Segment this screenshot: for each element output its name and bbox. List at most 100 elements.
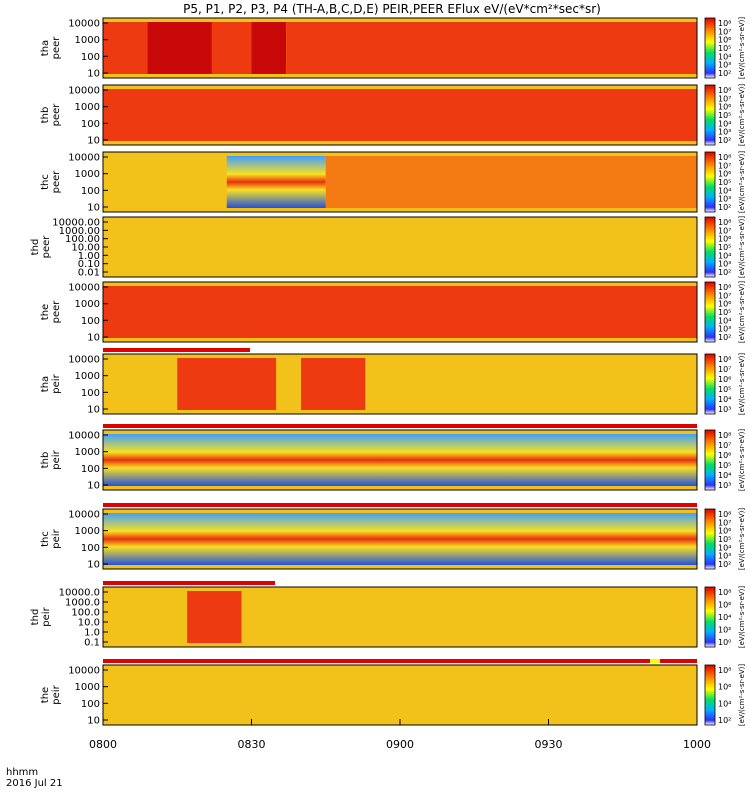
- thd-peer-ytick-4: 1.00: [78, 251, 100, 262]
- thb-peer-cbar-tick-0: 10⁸: [718, 86, 731, 95]
- thc-peir-cbar-tick-2: 10⁶: [718, 527, 731, 536]
- the-peir-colorbar: [704, 664, 716, 726]
- thd-peer-colorbar: [704, 216, 716, 278]
- the-peir-cbar-tick-0: 10⁸: [718, 666, 731, 675]
- x-footer-date: 2016 Jul 21: [6, 778, 63, 789]
- thd-peer-label-2: peer: [41, 235, 52, 259]
- x-footer-hhmm: hhmm: [6, 767, 38, 778]
- tha-peir-cbar-tick-4: 10⁴: [718, 395, 731, 404]
- the-peer-cbar-tick-4: 10⁴: [718, 316, 731, 325]
- thc-peir-cbar-tick-1: 10⁷: [718, 518, 731, 527]
- the-peir-label-2: peir: [51, 684, 62, 704]
- thb-peer-cbar-label: [eV/(cm²-s-sr-eV)]: [738, 84, 746, 147]
- thd-peer-cbar-tick-6: 10²: [718, 268, 731, 277]
- tha-peir-cbar-label: [eV/(cm²-s-sr-eV)]: [738, 353, 746, 416]
- the-peir-ytick-0: 10000: [68, 666, 100, 677]
- the-peir-cbar-tick-2: 10⁴: [718, 699, 731, 708]
- tha-peer-cbar-tick-0: 10⁸: [718, 19, 731, 28]
- tha-peer-band-3: [251, 22, 287, 74]
- thb-peir-cbar-tick-0: 10⁸: [718, 431, 731, 440]
- thb-peer-colorbar: [704, 84, 716, 146]
- tha-peir-ytick-2: 100: [81, 388, 100, 399]
- the-peir-ytick-1: 1000: [75, 682, 100, 693]
- quality-flag-1: [103, 424, 697, 428]
- tha-peer-band-1: [147, 22, 212, 74]
- thc-peir-cbar-tick-6: 10²: [718, 560, 731, 569]
- thd-peir-band-2: [241, 591, 697, 643]
- thd-peir-cbar-tick-0: 10⁸: [718, 588, 731, 597]
- the-peer-frame: [102, 281, 698, 343]
- x-tick-label-2: 0900: [386, 738, 414, 751]
- thc-peir-cbar-label: [eV/(cm²-s-sr-eV)]: [738, 508, 746, 571]
- thb-peir-label-1: thb: [40, 452, 51, 469]
- thc-peer-band-0: [103, 156, 227, 208]
- the-peer-ytick-1: 1000: [75, 299, 100, 310]
- thd-peer-cbar-label: [eV/(cm²-s-sr-eV)]: [738, 216, 746, 279]
- tha-peir-band-3: [301, 358, 366, 410]
- thc-peer-label-1: thc: [40, 174, 51, 190]
- thb-peir-cbar-tick-1: 10⁷: [718, 441, 731, 450]
- x-tick-label-4: 1000: [683, 738, 711, 751]
- the-peer-cbar-tick-2: 10⁶: [718, 300, 731, 309]
- tha-peer-frame: [102, 17, 698, 79]
- thb-peir-cbar-tick-5: 10³: [718, 481, 731, 490]
- tha-peer-cbar-tick-5: 10³: [718, 61, 731, 70]
- thd-peir-cbar-tick-3: 10²: [718, 626, 731, 635]
- panel-thc-peir: 10000 1000 100 10 thc peir 10⁸10⁷10⁶10⁵10⁴10³1…: [40, 508, 746, 571]
- tha-peer-cbar-tick-1: 10⁷: [718, 27, 731, 36]
- tha-peer-band-2: [211, 22, 252, 74]
- thb-peir-cbar-label: [eV/(cm²-s-sr-eV)]: [738, 429, 746, 492]
- the-peer-cbar-tick-6: 10²: [718, 333, 731, 342]
- thd-peir-ytick-5: 0.1: [84, 638, 100, 649]
- thd-peir-colorbar: [704, 586, 716, 648]
- panel-the-peir: 10000 1000 100 10 the peir 10⁸ 10⁶ 10⁴ 10² [eV/(cm…: [40, 664, 746, 727]
- the-peer-colorbar: [704, 281, 716, 343]
- the-peir-band-0: [103, 669, 697, 721]
- thb-peir-cbar-tick-3: 10⁵: [718, 461, 731, 470]
- chart-title: P5, P1, P2, P3, P4 (TH-A,B,C,D,E) PEIR,P…: [183, 2, 601, 16]
- panel-thb-peer: 10000 1000 100 10 thb peer 10⁸10⁷10⁶10⁵10⁴10³1…: [40, 84, 746, 147]
- thc-peir-cbar-tick-5: 10³: [718, 552, 731, 561]
- the-peir-cbar-tick-3: 10²: [718, 716, 731, 725]
- thc-peer-band-2: [325, 156, 697, 208]
- thc-peer-ytick-2: 100: [81, 186, 100, 197]
- thd-peer-ytick-2: 100.00: [65, 234, 100, 245]
- thb-peer-cbar-tick-3: 10⁵: [718, 111, 731, 120]
- tha-peir-cbar-tick-3: 10⁵: [718, 385, 731, 394]
- panel-the-peer: 10000 1000 100 10 the peer 10⁸10⁷10⁶10⁵10⁴10³1…: [40, 281, 746, 344]
- tha-peir-band-1: [177, 358, 277, 410]
- tha-peer-label-2: peer: [51, 36, 62, 60]
- thb-peir-ytick-1: 1000: [75, 447, 100, 458]
- thb-peer-cbar-tick-6: 10²: [718, 136, 731, 145]
- thb-peir-ytick-3: 10: [87, 481, 100, 492]
- thc-peir-label-1: thc: [40, 531, 51, 547]
- tha-peir-band-0: [103, 358, 178, 410]
- thd-peir-band-1: [187, 591, 242, 643]
- the-peir-cbar-tick-1: 10⁶: [718, 683, 731, 692]
- panel-tha-peer: 10000 1000 100 10 tha peer 10⁸10⁷10⁶10⁵10⁴10³1…: [40, 17, 746, 80]
- x-tick-label-0: 0800: [89, 738, 117, 751]
- thc-peer-cbar-tick-5: 10³: [718, 195, 731, 204]
- thd-peir-cbar-tick-1: 10⁶: [718, 601, 731, 610]
- the-peer-label-1: the: [40, 304, 51, 320]
- thc-peir-ytick-1: 1000: [75, 526, 100, 537]
- the-peer-ytick-0: 10000: [68, 283, 100, 294]
- thc-peir-ytick-3: 10: [87, 560, 100, 571]
- thb-peer-band-0: [103, 89, 697, 141]
- thd-peer-ytick-3: 10.00: [71, 243, 100, 254]
- thd-peir-label-2: peir: [41, 606, 52, 626]
- tha-peer-ytick-3: 10: [87, 69, 100, 80]
- the-peer-label-2: peer: [51, 300, 62, 324]
- thd-peir-ytick-2: 100.0: [71, 608, 100, 619]
- tha-peir-ytick-1: 1000: [75, 371, 100, 382]
- thc-peir-cbar-tick-3: 10⁵: [718, 535, 731, 544]
- thc-peer-ytick-1: 1000: [75, 169, 100, 180]
- thc-peir-ytick-0: 10000: [68, 510, 100, 521]
- thb-peer-label-1: thb: [40, 107, 51, 124]
- thd-peer-ytick-6: 0.01: [78, 268, 100, 279]
- tha-peir-colorbar: [704, 353, 716, 415]
